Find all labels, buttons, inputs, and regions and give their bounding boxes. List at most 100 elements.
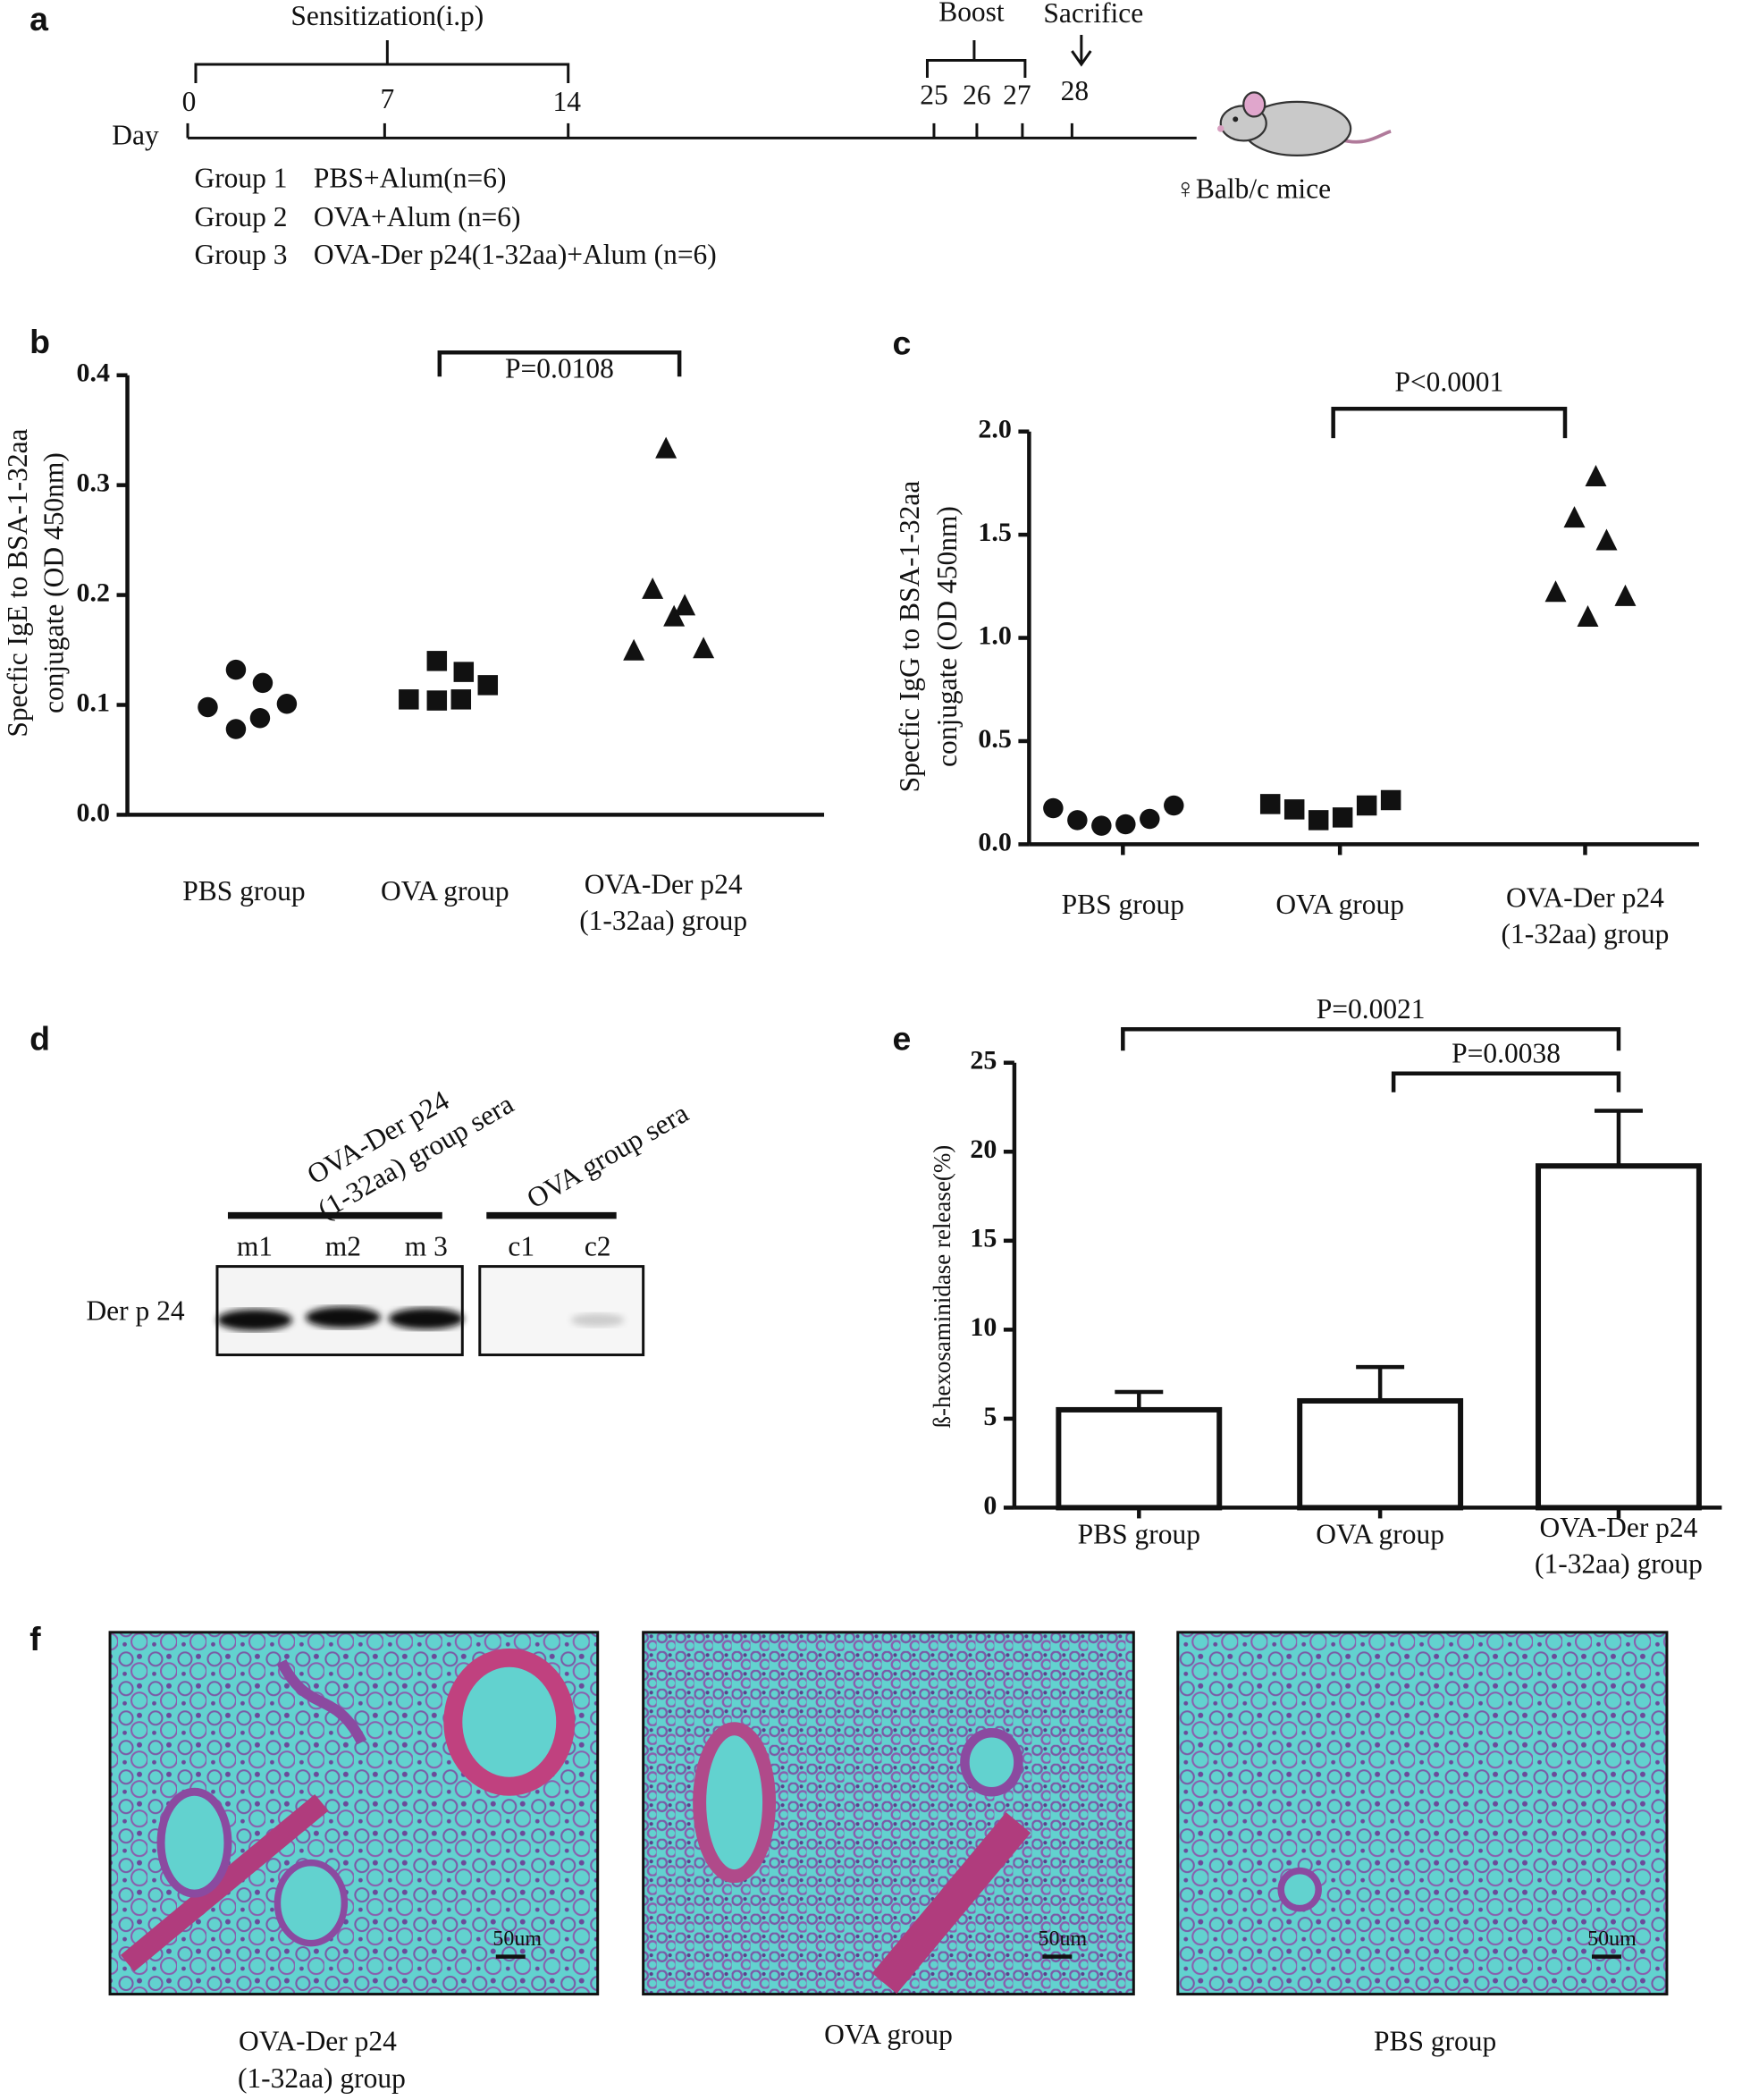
- arrow: [1071, 34, 1092, 67]
- group-treatment: OVA-Der p24(1-32aa)+Alum (n=6): [314, 239, 717, 270]
- data-point: [426, 651, 448, 671]
- x-tick-label: OVA group: [1275, 889, 1404, 920]
- data-point: [426, 690, 448, 711]
- data-point: [1380, 789, 1401, 811]
- panel-letter: d: [29, 1020, 50, 1058]
- histology-caption: OVA-Der p24: [239, 2025, 397, 2056]
- x-tick-label: PBS group: [1078, 1519, 1200, 1550]
- annotation: P=0.0038: [1452, 1037, 1561, 1068]
- histology-caption: OVA group: [824, 2019, 953, 2050]
- data-point: [225, 659, 247, 680]
- data-point: [252, 672, 274, 694]
- day-label: 7: [380, 83, 394, 114]
- day-label: 26: [963, 80, 990, 111]
- y-tick-label: 0.1: [77, 687, 110, 717]
- data-point: [276, 694, 298, 714]
- y-tick-label: 5: [983, 1402, 997, 1431]
- data-point: [1544, 580, 1567, 603]
- data-point: [693, 637, 715, 659]
- y-axis-label: conjugate (OD 450nm): [931, 506, 963, 767]
- band-label: Der p 24: [86, 1295, 184, 1326]
- data-point: [1577, 604, 1599, 627]
- panel-letter: c: [892, 325, 911, 362]
- significance-bracket: [1121, 1027, 1621, 1051]
- scale-bar-label: 50um: [492, 1927, 542, 1951]
- data-point: [1595, 528, 1618, 551]
- lane-label: m2: [325, 1230, 361, 1261]
- histology-image: [642, 1631, 1135, 1996]
- histology: 50um 50um 50um OVA-Der p24 (1-32aa) grou…: [108, 1631, 1669, 2094]
- data-point: [1585, 464, 1607, 486]
- significance-bracket: [437, 350, 682, 377]
- data-point: [663, 604, 686, 627]
- lane-group-label: OVA group sera: [521, 1097, 694, 1214]
- significance-bracket: [1331, 406, 1568, 439]
- x-tick-label: OVA group: [381, 875, 509, 907]
- histology-image: [1176, 1631, 1669, 1996]
- data-point: [1043, 797, 1064, 819]
- data-point: [1332, 807, 1353, 828]
- lane-label: m1: [237, 1230, 273, 1261]
- data-point: [655, 436, 677, 459]
- x-tick-label: (1-32aa) group: [579, 905, 747, 936]
- group-treatment: OVA+Alum (n=6): [314, 201, 521, 232]
- y-tick-label: 0.4: [77, 358, 110, 388]
- histology-caption: PBS group: [1374, 2025, 1496, 2056]
- annotation: P=0.0108: [505, 352, 614, 384]
- x-tick-label: OVA group: [1316, 1519, 1444, 1550]
- x-tick-label: OVA-Der p24: [1506, 882, 1664, 914]
- y-tick-label: 10: [970, 1312, 997, 1342]
- x-tick-label: (1-32aa) group: [1502, 918, 1670, 949]
- annotation: P=0.0021: [1317, 993, 1426, 1025]
- data-point: [399, 689, 419, 710]
- bar: [1536, 1163, 1702, 1511]
- day-label: 28: [1061, 75, 1089, 106]
- y-axis-label: Specfic IgE to BSA-1-32aa: [2, 428, 33, 737]
- band: [216, 1309, 292, 1331]
- annotation: P<0.0001: [1394, 366, 1503, 397]
- y-tick-label: 0.0: [978, 827, 1011, 856]
- data-point: [453, 662, 475, 682]
- data-point: [450, 689, 472, 710]
- data-point: [623, 638, 645, 661]
- data-point: [1356, 795, 1377, 816]
- y-tick-label: 0.5: [978, 724, 1011, 754]
- histology-image: [108, 1631, 600, 1996]
- y-tick-label: 0: [983, 1490, 997, 1520]
- data-point: [1067, 810, 1088, 831]
- y-axis-label: conjugate (OD 450nm): [38, 452, 69, 713]
- panel-letter: a: [29, 0, 49, 38]
- phase-bracket: [194, 39, 570, 83]
- data-point: [1283, 799, 1305, 820]
- day-label: 0: [182, 86, 197, 117]
- y-tick-label: 0.3: [77, 468, 110, 498]
- day-label: 27: [1003, 80, 1031, 111]
- phase-label: Sacrifice: [1043, 0, 1143, 29]
- y-tick-label: 0.2: [77, 578, 110, 607]
- western-blot: OVA-Der p24 (1-32aa) group sera OVA grou…: [86, 1084, 694, 1357]
- data-point: [1563, 506, 1586, 528]
- y-axis-label: Specfic IgG to BSA-1-32aa: [894, 481, 925, 793]
- data-point: [225, 719, 247, 739]
- band: [388, 1308, 464, 1330]
- y-axis-label: ß-hexosaminidase release(%): [929, 1145, 955, 1429]
- scale-bar-label: 50um: [1587, 1927, 1637, 1951]
- data-point: [1115, 814, 1136, 835]
- y-tick-label: 15: [970, 1224, 997, 1253]
- timeline: Day Sensitization(i.p) Boost Sacrifice 0…: [112, 0, 1392, 270]
- blot-membrane: [478, 1265, 645, 1357]
- group-name: Group 2: [194, 201, 287, 232]
- panel-letter: b: [29, 323, 50, 360]
- significance-bracket: [1391, 1071, 1621, 1092]
- bar: [1297, 1397, 1464, 1511]
- day-label: 14: [552, 86, 581, 117]
- y-tick-label: 20: [970, 1134, 997, 1164]
- lane-label: m 3: [405, 1230, 448, 1261]
- group-name: Group 3: [194, 239, 287, 270]
- x-tick-label: OVA-Der p24: [1540, 1512, 1698, 1543]
- group-name: Group 1: [194, 163, 287, 194]
- panel-letter: e: [892, 1020, 911, 1058]
- data-point: [674, 594, 696, 616]
